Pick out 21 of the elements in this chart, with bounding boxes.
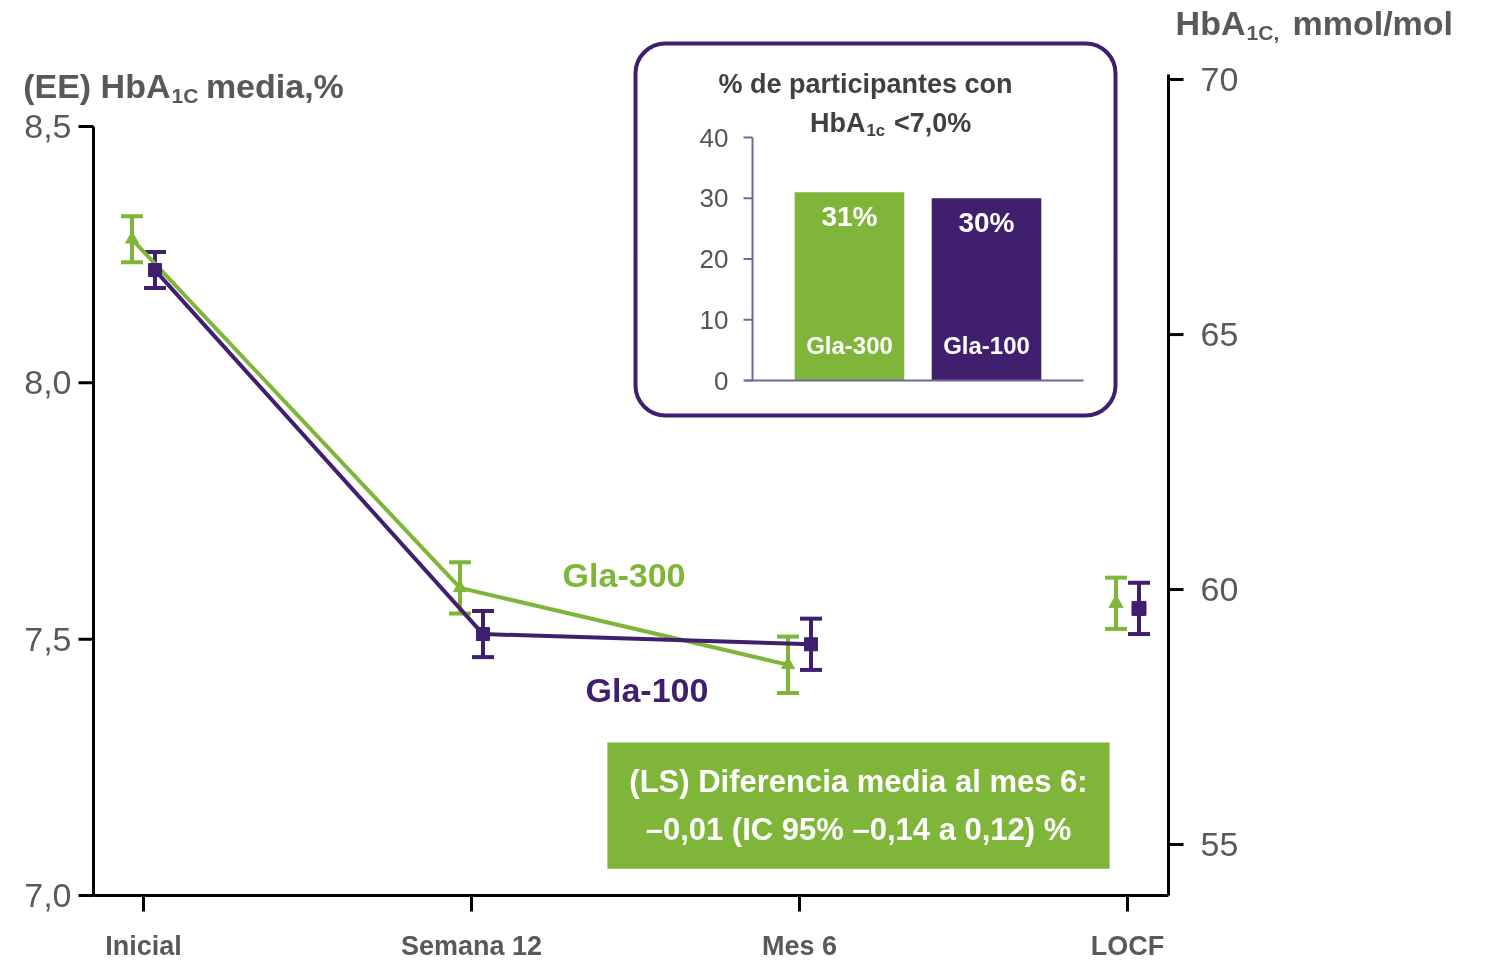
y-tick-label: 20 (699, 244, 729, 274)
x-tick-label: LOCF (1090, 930, 1165, 961)
y-tick-label: 8,5 (24, 107, 72, 145)
y-tick-label: 7,5 (24, 619, 72, 658)
x-tick-label: Inicial (105, 930, 182, 961)
data-label: 30% (958, 207, 1015, 239)
y-tick-label: 10 (699, 304, 729, 335)
y-tick-label: 30 (699, 183, 729, 214)
y2-tick-label: 65 (1200, 315, 1239, 354)
y2-tick-label: 60 (1200, 570, 1239, 609)
y2-tick-label: 55 (1200, 825, 1239, 864)
annotation: (LS) Diferencia media al mes 6: –0,01 (IC 95% –0,14 a 0,12) % (629, 764, 1088, 847)
series-label: Gla-300 (562, 556, 686, 595)
x-tick-label: Semana 12 (400, 930, 543, 961)
series-label: Gla-100 (585, 671, 709, 710)
x-tick-label: Mes 6 (761, 930, 838, 961)
y-tick-label: 0 (714, 365, 729, 396)
y-tick-label: 8,0 (24, 363, 72, 402)
y-tick-label: 7,0 (24, 876, 72, 914)
y2-tick-label: 70 (1200, 60, 1239, 99)
data-label: 31% (821, 200, 878, 232)
